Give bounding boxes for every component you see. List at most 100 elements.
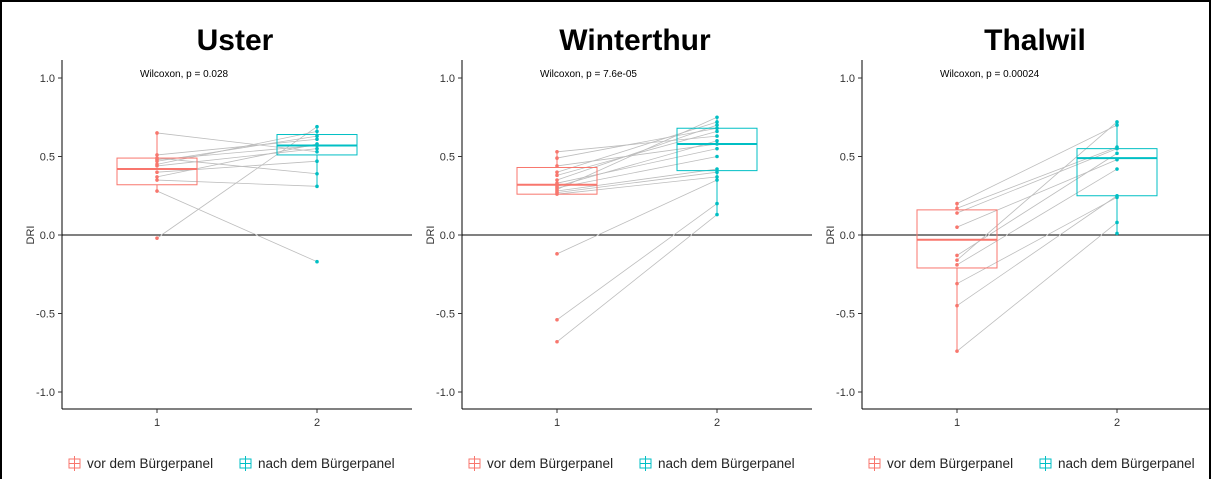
data-point xyxy=(1115,157,1119,162)
data-point xyxy=(715,129,719,134)
data-point xyxy=(155,178,159,182)
data-point xyxy=(555,178,559,182)
data-point xyxy=(715,139,719,143)
data-point xyxy=(955,258,959,262)
legend-label: nach dem Bürgerpanel xyxy=(658,456,795,471)
legend: vor dem Bürgerpanel nach dem Bürgerpanel xyxy=(68,456,395,471)
paired-line xyxy=(956,153,1118,256)
x-tick-label: 1 xyxy=(954,417,960,429)
x-tick-label: 2 xyxy=(1114,417,1120,429)
wilcoxon-annotation: Wilcoxon, p = 0.00024 xyxy=(940,69,1040,80)
data-point xyxy=(315,171,319,176)
data-point xyxy=(955,206,959,211)
y-tick-label: -1.0 xyxy=(836,387,855,399)
paired-line xyxy=(956,146,1118,209)
paired-line xyxy=(556,168,718,192)
data-point xyxy=(555,170,559,174)
legend-key-1 xyxy=(468,456,481,471)
y-tick-label: 1.0 xyxy=(440,73,455,85)
legend-key-2 xyxy=(639,456,652,471)
data-point xyxy=(715,154,719,159)
data-point xyxy=(315,259,319,264)
x-tick-label: 2 xyxy=(314,417,320,429)
legend-key-2 xyxy=(239,456,252,471)
data-point xyxy=(715,212,719,217)
paired-line xyxy=(556,127,718,159)
legend-key-2 xyxy=(1039,456,1052,471)
paired-line xyxy=(156,126,318,239)
paired-line xyxy=(556,171,718,194)
data-point xyxy=(955,263,959,267)
data-point xyxy=(955,201,959,206)
paired-line xyxy=(156,190,318,263)
data-point xyxy=(555,149,559,154)
data-point xyxy=(1115,231,1119,236)
x-tick-label: 1 xyxy=(554,417,560,429)
data-point xyxy=(1115,146,1119,151)
data-point xyxy=(315,124,319,129)
y-tick-label: -0.5 xyxy=(436,309,455,321)
panel-title: Thalwil xyxy=(984,24,1086,57)
data-point xyxy=(715,142,719,146)
legend: vor dem Bürgerpanel nach dem Bürgerpanel xyxy=(868,456,1195,471)
paired-line xyxy=(956,159,1118,228)
legend-label: nach dem Bürgerpanel xyxy=(1058,456,1195,471)
data-point xyxy=(955,303,959,308)
data-point xyxy=(715,167,719,171)
data-point xyxy=(715,146,719,151)
data-point xyxy=(1115,195,1119,200)
panel-uster: Uster 1.0 0.5 0.0 -0.5 -1.0 1 2 DRI Wilcoxon, p =… xyxy=(25,24,412,471)
paired-line xyxy=(156,138,318,156)
data-point xyxy=(155,170,159,174)
data-point xyxy=(315,184,319,189)
paired-line xyxy=(556,176,718,195)
paired-line xyxy=(556,140,718,187)
data-point xyxy=(1115,151,1119,156)
y-tick-label: 1.0 xyxy=(840,73,855,85)
data-point xyxy=(955,349,959,353)
data-point xyxy=(1115,123,1119,127)
data-point xyxy=(555,156,559,160)
data-point xyxy=(155,131,159,135)
paired-line xyxy=(956,195,1118,306)
y-tick-label: -1.0 xyxy=(436,387,455,399)
data-point xyxy=(315,159,319,164)
y-axis-title: DRI xyxy=(25,226,37,245)
paired-line xyxy=(156,132,318,153)
data-point xyxy=(555,317,559,322)
paired-line xyxy=(956,168,1118,266)
data-point xyxy=(715,134,719,138)
y-tick-label: 0.5 xyxy=(40,152,55,164)
y-tick-label: 0.0 xyxy=(440,230,455,242)
data-point xyxy=(555,173,559,178)
legend-label: vor dem Bürgerpanel xyxy=(487,456,613,471)
data-point xyxy=(555,192,559,196)
paired-line xyxy=(156,135,318,162)
data-point xyxy=(155,164,159,168)
y-tick-label: -1.0 xyxy=(36,387,55,399)
data-point xyxy=(955,281,959,286)
data-point xyxy=(555,164,559,168)
paired-line xyxy=(956,148,1118,214)
paired-line xyxy=(156,160,318,173)
wilcoxon-annotation: Wilcoxon, p = 7.6e-05 xyxy=(540,69,637,80)
y-axis-title: DRI xyxy=(825,226,837,245)
data-point xyxy=(155,189,159,193)
panel-winterthur: Winterthur 1.0 0.5 0.0 -0.5 -1.0 1 2 DRI Wilcoxon… xyxy=(425,24,812,471)
data-point xyxy=(1115,120,1119,124)
paired-line xyxy=(556,116,718,190)
box-2 xyxy=(1076,148,1158,197)
legend: vor dem Bürgerpanel nach dem Bürgerpanel xyxy=(468,456,795,471)
data-point xyxy=(155,175,159,179)
paired-line xyxy=(956,124,1118,204)
y-tick-label: -0.5 xyxy=(36,309,55,321)
data-point xyxy=(315,134,319,138)
x-tick-label: 1 xyxy=(154,417,160,429)
paired-line xyxy=(156,130,318,165)
panel-title: Uster xyxy=(197,24,274,57)
data-point xyxy=(315,149,319,154)
data-point xyxy=(155,236,159,240)
legend-label: nach dem Bürgerpanel xyxy=(258,456,395,471)
y-tick-label: 0.5 xyxy=(840,152,855,164)
